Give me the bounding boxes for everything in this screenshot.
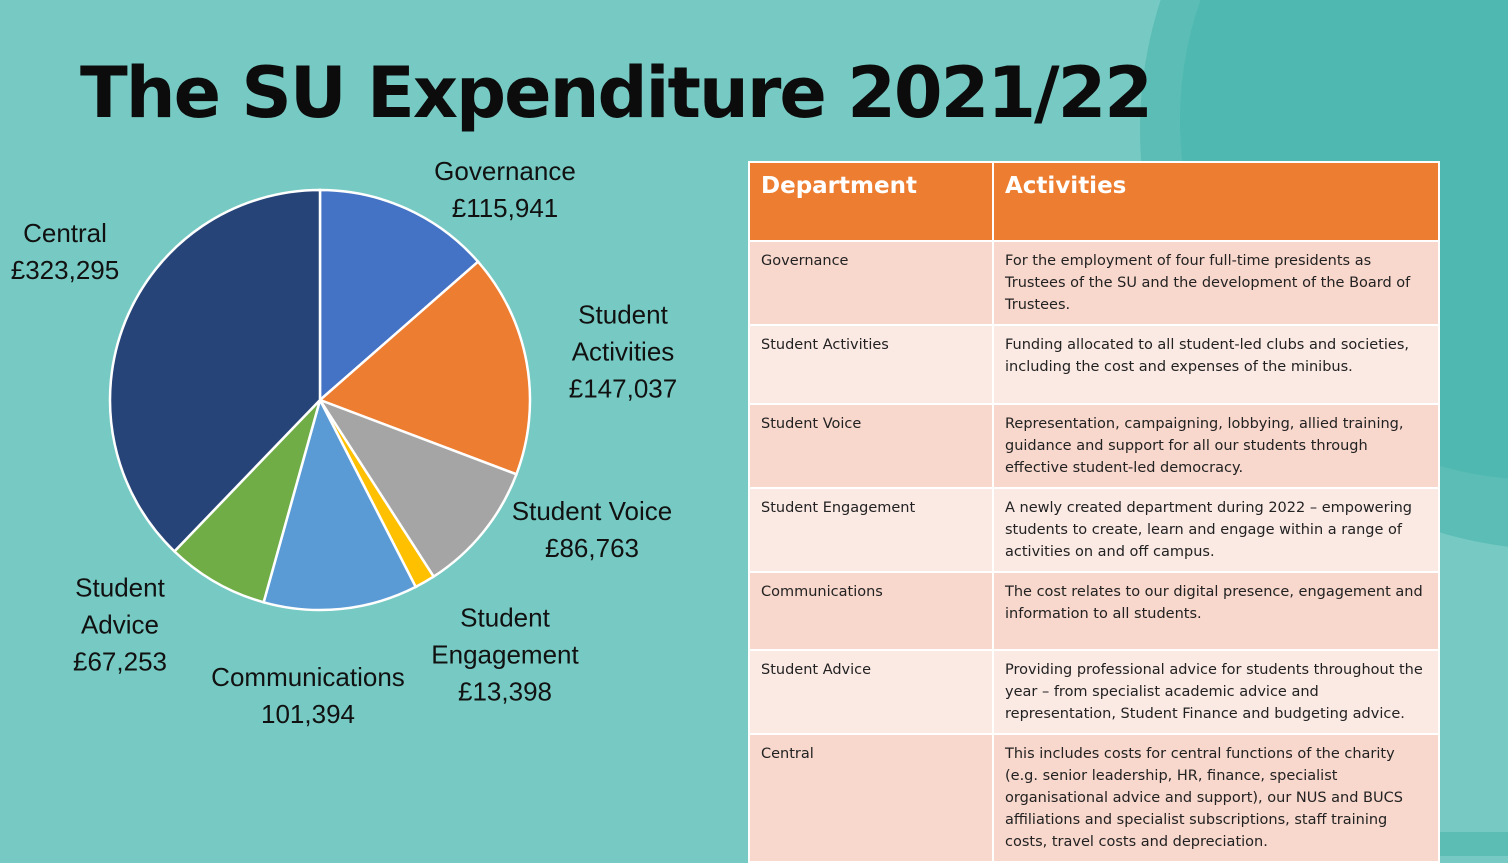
category-label: Student Advice [75, 572, 165, 640]
value-label: £147,037 [568, 373, 678, 404]
activities-cell: Representation, campaigning, lobbying, a… [992, 403, 1440, 489]
pie-slice [262, 396, 418, 612]
value-label: £67,253 [73, 646, 167, 677]
category-label: Student Activities [571, 299, 675, 367]
slice-label: Communications 101,394 [198, 659, 418, 733]
department-cell: Student Engagement [748, 487, 994, 573]
slice-label: Student Activities £147,037 [558, 297, 688, 408]
table-header: Department Activities [748, 161, 1440, 242]
category-label: Student Engagement [431, 602, 579, 670]
table-row: Student Voice Representation, campaigning… [748, 403, 1440, 489]
pie-slice [316, 397, 519, 579]
department-cell: Student Advice [748, 649, 994, 735]
department-cell: Central [748, 733, 994, 863]
department-cell: Student Activities [748, 324, 994, 405]
pie-slice [108, 188, 322, 554]
department-cell: Communications [748, 571, 994, 651]
table-row: Student Engagement A newly created depart… [748, 487, 1440, 573]
category-label: Communications [211, 662, 405, 692]
table-row: Central This includes costs for central f… [748, 733, 1440, 863]
table-row: Student Activities Funding allocated to a… [748, 324, 1440, 405]
header-cell: Activities [992, 161, 1440, 242]
activities-cell: This includes costs for central function… [992, 733, 1440, 863]
value-label: £13,398 [458, 676, 552, 707]
category-label: Central [23, 218, 107, 248]
slice-label: Student Voice £86,763 [492, 493, 692, 567]
activities-cell: The cost relates to our digital presence… [992, 571, 1440, 651]
table-row: Communications The cost relates to our di… [748, 571, 1440, 651]
slice-label: Student Advice £67,253 [60, 570, 180, 681]
pie-chart [108, 188, 532, 612]
department-table: Department Activities Governance For the … [748, 161, 1440, 863]
value-label: 101,394 [261, 699, 355, 729]
category-label: Student Voice [511, 496, 673, 526]
pie-slice [318, 188, 480, 403]
pie-slice [317, 259, 532, 476]
value-label: £323,295 [10, 255, 120, 285]
slice-label: Governance £115,941 [405, 153, 605, 227]
pie-slice [172, 399, 322, 604]
department-cell: Governance [748, 240, 994, 326]
value-label: £86,763 [545, 533, 639, 563]
table-row: Student Advice Providing professional adv… [748, 649, 1440, 735]
department-cell: Student Voice [748, 403, 994, 489]
activities-cell: A newly created department during 2022 –… [992, 487, 1440, 573]
activities-cell: For the employment of four full-time pre… [992, 240, 1440, 326]
header-cell: Department [748, 161, 994, 242]
slide-title: The SU Expenditure 2021/22 [80, 52, 1153, 134]
slice-label: Student Engagement £13,398 [425, 600, 585, 711]
table-row: Governance For the employment of four ful… [748, 240, 1440, 326]
slice-label: Central £323,295 [0, 215, 130, 289]
activities-cell: Providing professional advice for studen… [992, 649, 1440, 735]
category-label: Governance [434, 156, 576, 186]
value-label: £115,941 [451, 193, 559, 223]
activities-cell: Funding allocated to all student-led clu… [992, 324, 1440, 405]
